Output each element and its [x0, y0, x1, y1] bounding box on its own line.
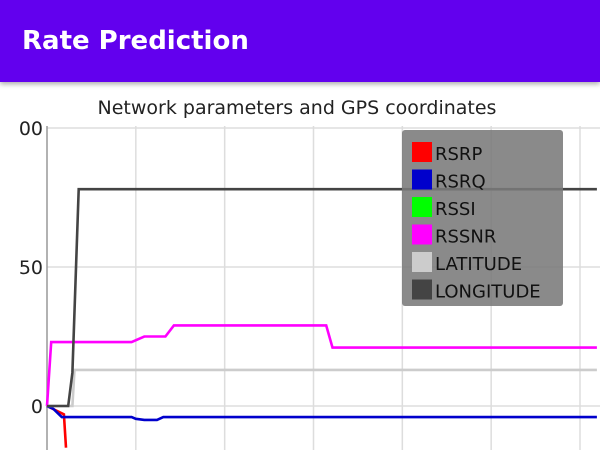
y-tick-label: 0: [31, 396, 43, 418]
y-tick-label: 50: [19, 257, 43, 279]
series-line-longitude: [47, 187, 597, 408]
legend-swatch-rsrp: [412, 142, 432, 162]
legend-label-latitude: LATITUDE: [435, 254, 522, 275]
app-bar: Rate Prediction: [0, 0, 600, 82]
legend-label-rsrp: RSRP: [435, 144, 482, 165]
legend-swatch-latitude: [412, 252, 432, 272]
series-line-rsrq: [46, 404, 597, 422]
legend-swatch-rssnr: [412, 224, 432, 245]
legend-label-longitude: LONGITUDE: [435, 282, 541, 303]
line-chart[interactable]: Network parameters and GPS coordinates 0…: [0, 82, 600, 450]
legend-box: [402, 130, 563, 306]
legend-label-rsrq: RSRQ: [435, 172, 486, 193]
chart-title: Network parameters and GPS coordinates: [98, 97, 497, 119]
legend-swatch-rssi: [412, 197, 432, 217]
legend-label-rssnr: RSSNR: [435, 227, 496, 248]
series-line-rssnr: [45, 324, 597, 407]
app-title: Rate Prediction: [22, 26, 249, 56]
y-tick-label: 00: [19, 118, 43, 140]
legend-swatch-rsrq: [412, 169, 432, 190]
series-line-latitude: [47, 368, 597, 408]
chart-container[interactable]: Network parameters and GPS coordinates 0…: [0, 82, 600, 450]
legend-label-rssi: RSSI: [435, 199, 476, 220]
legend-swatch-longitude: [412, 279, 432, 300]
